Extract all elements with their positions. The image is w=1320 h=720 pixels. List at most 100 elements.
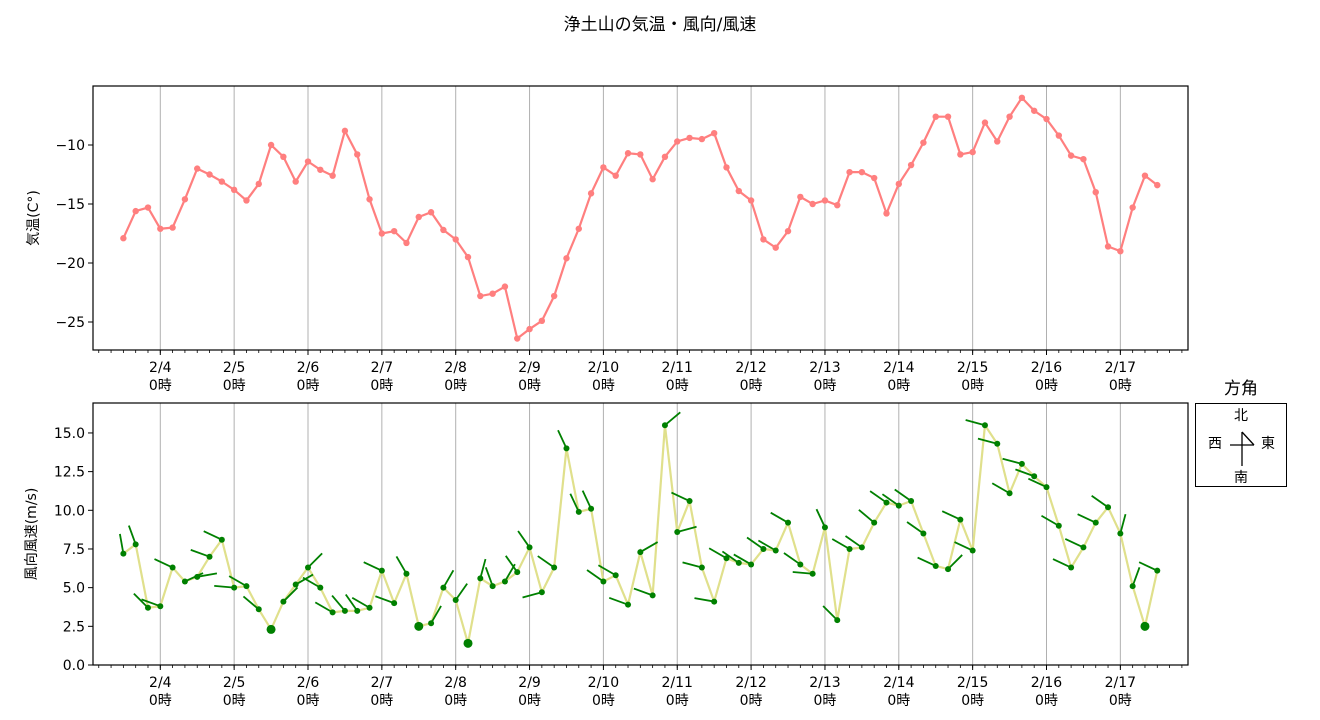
x-tick-label: 2/14 [883,675,915,691]
wind-direction-line [694,597,715,603]
wind-direction-line [757,539,777,552]
plot-frame [92,402,1189,666]
wind-direction-line [351,596,370,609]
temperature-marker [870,174,878,182]
wind-direction-line [581,490,592,510]
temperature-marker [587,190,595,197]
x-tick-label: 2/5 [223,675,246,691]
temperature-marker [120,235,127,242]
temperature-marker [526,325,533,333]
wind-marker [501,578,508,585]
x-tick-label: 2/16 [1031,360,1063,376]
temperature-marker [1092,189,1099,196]
temperature-marker [920,139,927,146]
x-tick-label: 0時 [666,693,689,709]
x-tick-label: 0時 [223,693,246,709]
plot-frame [92,85,1189,351]
wind-marker [723,555,730,562]
temperature-marker [1055,132,1063,139]
x-tick-label: 2/13 [809,675,840,691]
wind-marker [169,564,176,571]
temperature-marker [723,164,730,171]
wind-direction-line [307,552,323,569]
wind-marker [625,601,632,608]
wind-marker [144,604,151,611]
wind-marker [526,544,533,551]
temperature-marker [698,135,706,143]
wind-direction-line [375,595,395,604]
x-tick-label: 2/11 [662,675,693,691]
temperature-marker [169,224,176,231]
temperature-marker [932,113,939,120]
temperature-marker [514,335,521,342]
wind-marker [871,519,878,526]
x-tick-label: 0時 [1035,693,1058,709]
wind-direction-line [569,493,580,513]
wind-marker [908,498,915,505]
wind-direction-line [671,491,690,502]
wind-marker [477,575,484,582]
calm-marker [414,621,424,631]
wind-marker [305,564,311,571]
temperature-marker [957,151,964,158]
wind-direction-line [746,536,764,550]
wind-marker [821,524,828,531]
temperature-marker [366,196,373,203]
wind-marker [735,559,742,566]
wind-direction-line [295,573,314,586]
wind-marker [329,609,336,616]
temperature-marker [797,193,804,201]
temperature-marker [747,197,755,204]
temperature-marker [1129,204,1136,211]
wind-marker [834,617,841,624]
wind-direction-line [783,552,801,566]
wind-direction-line [1002,457,1023,465]
wind-marker [1006,490,1013,497]
wind-marker [194,573,201,580]
wind-direction-line [505,555,518,573]
wind-direction-line [954,541,974,552]
x-tick-label: 2/8 [444,360,467,376]
x-tick-label: 2/13 [809,360,840,376]
y-axis-label: 気温(C°) [26,190,42,246]
x-tick-label: 0時 [444,378,467,394]
temperature-marker [858,168,866,176]
wind-marker [981,422,988,429]
wind-marker [1018,460,1025,467]
wind-direction-line [282,586,299,603]
temperature-marker [1006,113,1013,120]
temperature-marker [194,165,201,172]
temperature-marker [1067,152,1075,159]
x-tick-label: 0時 [813,378,836,394]
wind-marker [932,562,939,569]
temperature-marker [772,244,779,251]
temperature-marker [994,138,1001,145]
temperature-marker [477,292,484,300]
x-tick-label: 2/10 [588,360,619,376]
wind-direction-line [941,510,961,521]
temperature-marker [243,197,250,204]
wind-direction-line [917,556,937,567]
temperature-marker [181,196,189,203]
x-tick-label: 0時 [518,378,541,394]
temperature-marker [452,236,459,243]
wind-marker [649,592,656,599]
wind-marker [1154,567,1161,574]
x-tick-label: 2/16 [1031,675,1063,691]
wind-direction-line [708,547,727,560]
wind-direction-line [1091,494,1109,508]
x-tick-label: 0時 [961,378,984,394]
x-tick-label: 0時 [370,378,393,394]
wind-direction-line [242,595,260,610]
wind-direction-line [1027,477,1047,488]
wind-marker [1068,564,1075,571]
temperature-marker [575,225,582,232]
x-tick-label: 0時 [518,693,541,709]
temperature-marker [1154,181,1161,189]
wind-direction-line [792,571,813,575]
temperature-marker [649,176,656,183]
wind-marker [551,564,558,571]
wind-direction-line [127,525,137,545]
wind-direction-line [190,549,210,558]
wind-direction-line [314,601,334,614]
